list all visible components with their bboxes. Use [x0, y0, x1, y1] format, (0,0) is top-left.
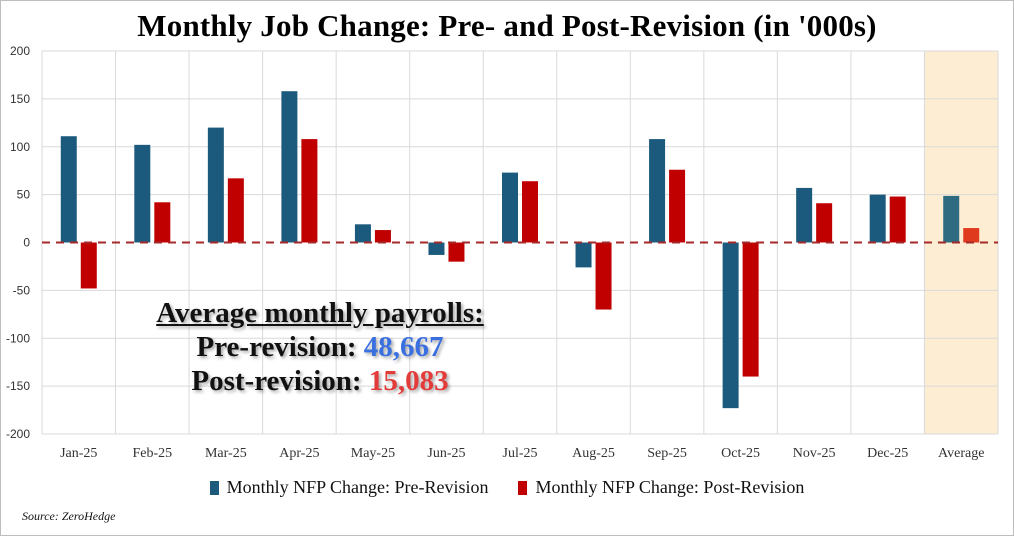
- x-tick-label: May-25: [351, 446, 395, 461]
- legend-swatch-pre: [209, 480, 219, 495]
- legend-item-pre: Monthly NFP Change: Pre-Revision: [209, 477, 489, 498]
- bar-post-revision: [742, 242, 759, 377]
- average-annotation: Average monthly payrolls: Pre-revision: …: [130, 296, 510, 398]
- x-tick-label: Oct-25: [721, 446, 760, 461]
- bar-pre-revision: [869, 194, 886, 243]
- bar-post-revision: [669, 169, 686, 243]
- legend-label-post: Monthly NFP Change: Post-Revision: [535, 477, 805, 497]
- bar-pre-revision: [428, 242, 445, 255]
- annotation-heading: Average monthly payrolls:: [156, 297, 484, 329]
- y-tick-label: -50: [13, 283, 31, 297]
- y-tick-label: 100: [10, 140, 30, 154]
- bar-chart: 200 150 100 50 0 -50 -100 -150 -200 Jan-25 Feb-25 M…: [6, 44, 999, 461]
- bar-pre-revision: [796, 187, 813, 243]
- bar-pre-revision: [722, 242, 739, 409]
- bar-pre-revision: [281, 91, 298, 243]
- annotation-post-label: Post-revision:: [191, 365, 362, 397]
- annotation-pre-label: Pre-revision:: [196, 331, 357, 363]
- annotation-post-line: Post-revision: 15,083: [130, 364, 510, 398]
- y-tick-label: -150: [6, 379, 30, 393]
- x-tick-label: Aug-25: [572, 446, 615, 461]
- annotation-post-value: 15,083: [368, 365, 449, 397]
- bar-post-revision: [301, 139, 318, 243]
- x-tick-label: Nov-25: [793, 446, 836, 461]
- bar-post-revision: [154, 202, 171, 243]
- bar-post-revision: [227, 178, 244, 243]
- y-tick-label: 0: [23, 236, 30, 250]
- annotation-pre-value: 48,667: [363, 331, 444, 363]
- bar-pre-revision: [134, 144, 151, 243]
- bar-pre-revision: [60, 136, 77, 243]
- x-tick-label: Dec-25: [867, 446, 908, 461]
- bar-pre-revision: [502, 172, 518, 243]
- x-tick-label: Mar-25: [205, 446, 247, 461]
- chart-title: Monthly Job Change: Pre- and Post-Revisi…: [137, 8, 877, 43]
- bar-post-revision: [80, 242, 97, 289]
- x-tick-label: Feb-25: [132, 446, 172, 461]
- bar-post-revision: [522, 181, 538, 243]
- x-tick-label: Apr-25: [279, 446, 319, 461]
- bar-post-revision: [816, 203, 833, 243]
- bar-post-revision: [963, 228, 980, 243]
- x-tick-label: Jun-25: [427, 446, 465, 461]
- y-tick-label: 150: [10, 92, 30, 106]
- bar-pre-revision: [575, 242, 592, 268]
- bar-post-revision: [448, 242, 465, 262]
- legend-label-pre: Monthly NFP Change: Pre-Revision: [226, 477, 489, 497]
- y-tick-label: 50: [17, 188, 31, 202]
- bar-post-revision: [595, 242, 612, 310]
- legend-item-post: Monthly NFP Change: Post-Revision: [518, 477, 804, 498]
- y-tick-label: -100: [6, 331, 30, 345]
- bar-pre-revision: [207, 127, 224, 243]
- legend-swatch-post: [518, 480, 528, 495]
- x-tick-label: Sep-25: [647, 446, 687, 461]
- x-tick-label: Average: [938, 446, 984, 461]
- bar-pre-revision: [354, 224, 371, 243]
- bar-post-revision: [374, 230, 391, 243]
- y-tick-label: 200: [10, 44, 30, 58]
- x-tick-label: Jul-25: [503, 446, 538, 461]
- y-tick-label: -200: [6, 427, 30, 441]
- annotation-pre-line: Pre-revision: 48,667: [130, 330, 510, 364]
- bar-pre-revision: [943, 195, 960, 243]
- source-note: Source: ZeroHedge: [22, 509, 116, 523]
- bar-pre-revision: [649, 139, 666, 243]
- chart-legend: Monthly NFP Change: Pre-Revision Monthly…: [0, 477, 1014, 498]
- bar-post-revision: [889, 196, 906, 243]
- x-tick-label: Jan-25: [60, 446, 97, 461]
